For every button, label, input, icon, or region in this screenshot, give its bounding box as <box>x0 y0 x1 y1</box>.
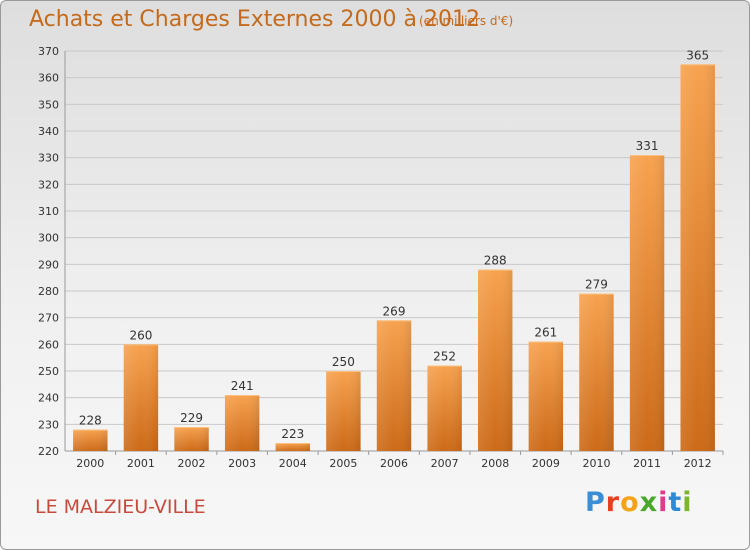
y-tick-label: 290 <box>38 258 59 271</box>
x-tick-label-2005: 2005 <box>329 457 357 470</box>
data-label-2004: 223 <box>281 427 304 441</box>
y-tick-label: 360 <box>38 72 59 85</box>
data-label-2006: 269 <box>383 304 406 318</box>
data-label-2008: 288 <box>484 254 507 268</box>
y-tick-label: 310 <box>38 205 59 218</box>
y-tick-label: 270 <box>38 312 59 325</box>
y-tick-label: 250 <box>38 365 59 378</box>
data-label-2011: 331 <box>636 139 659 153</box>
y-tick-label: 320 <box>38 178 59 191</box>
bar-shine-2003 <box>224 395 260 451</box>
y-tick-label: 340 <box>38 125 59 138</box>
proxiti-logo[interactable]: Proxiti <box>585 487 693 518</box>
bar-shine-2010 <box>579 293 614 451</box>
y-tick-label: 280 <box>38 285 59 298</box>
data-label-2000: 228 <box>79 414 102 428</box>
axes: 220 230 240 250 260 270 280 290 300 310 320 330 340 3… <box>38 45 724 470</box>
data-label-2005: 250 <box>332 355 355 369</box>
x-tick-label-2012: 2012 <box>684 457 712 470</box>
data-label-2012: 365 <box>686 48 709 62</box>
bar-shine-2008 <box>478 269 513 451</box>
y-tick-label: 220 <box>38 445 59 458</box>
bar-shine-2012 <box>680 64 715 452</box>
y-tick-label: 240 <box>38 392 59 405</box>
bar-shine-2007 <box>427 365 462 451</box>
y-tick-label: 260 <box>38 338 59 351</box>
x-tick-label-2004: 2004 <box>279 457 307 470</box>
chart-subtitle: (en milliers d'€) <box>419 14 514 28</box>
data-label-2010: 279 <box>585 278 608 292</box>
data-label-2009: 261 <box>534 326 557 340</box>
x-tick-label-2010: 2010 <box>582 457 610 470</box>
y-tick-label: 350 <box>38 98 59 111</box>
y-tick-label: 330 <box>38 152 59 165</box>
bar-shine-2002 <box>174 427 209 451</box>
x-tick-label-2009: 2009 <box>532 457 560 470</box>
x-tick-label-2003: 2003 <box>228 457 256 470</box>
data-label-2007: 252 <box>433 350 456 364</box>
x-tick-label-2006: 2006 <box>380 457 408 470</box>
chart-title: Achats et Charges Externes 2000 à 2012 <box>29 7 480 32</box>
x-tick-label-2002: 2002 <box>178 457 206 470</box>
data-label-2002: 229 <box>180 411 203 425</box>
bar-shine-2001 <box>123 344 159 451</box>
bar-shine-2005 <box>326 371 361 451</box>
y-tick-label: 230 <box>38 418 59 431</box>
bars <box>73 64 715 452</box>
x-tick-label-2007: 2007 <box>431 457 459 470</box>
bar-shine-2004 <box>275 443 310 451</box>
y-tick-label: 300 <box>38 232 59 245</box>
x-tick-label-2000: 2000 <box>76 457 104 470</box>
data-labels: 228 260 229 241 223 250 269 252 288 261 279 331 365 <box>79 48 709 441</box>
bar-shine-2011 <box>629 155 665 451</box>
bar-shine-2009 <box>528 341 564 451</box>
bar-shine-2000 <box>73 429 108 451</box>
x-tick-label-2011: 2011 <box>633 457 661 470</box>
x-tick-label-2001: 2001 <box>127 457 155 470</box>
x-tick-label-2008: 2008 <box>481 457 509 470</box>
bar-shine-2006 <box>376 320 412 451</box>
data-label-2003: 241 <box>231 379 254 393</box>
data-label-2001: 260 <box>129 328 152 342</box>
y-tick-label: 370 <box>38 45 59 58</box>
commune-name: LE MALZIEU-VILLE <box>35 496 206 518</box>
